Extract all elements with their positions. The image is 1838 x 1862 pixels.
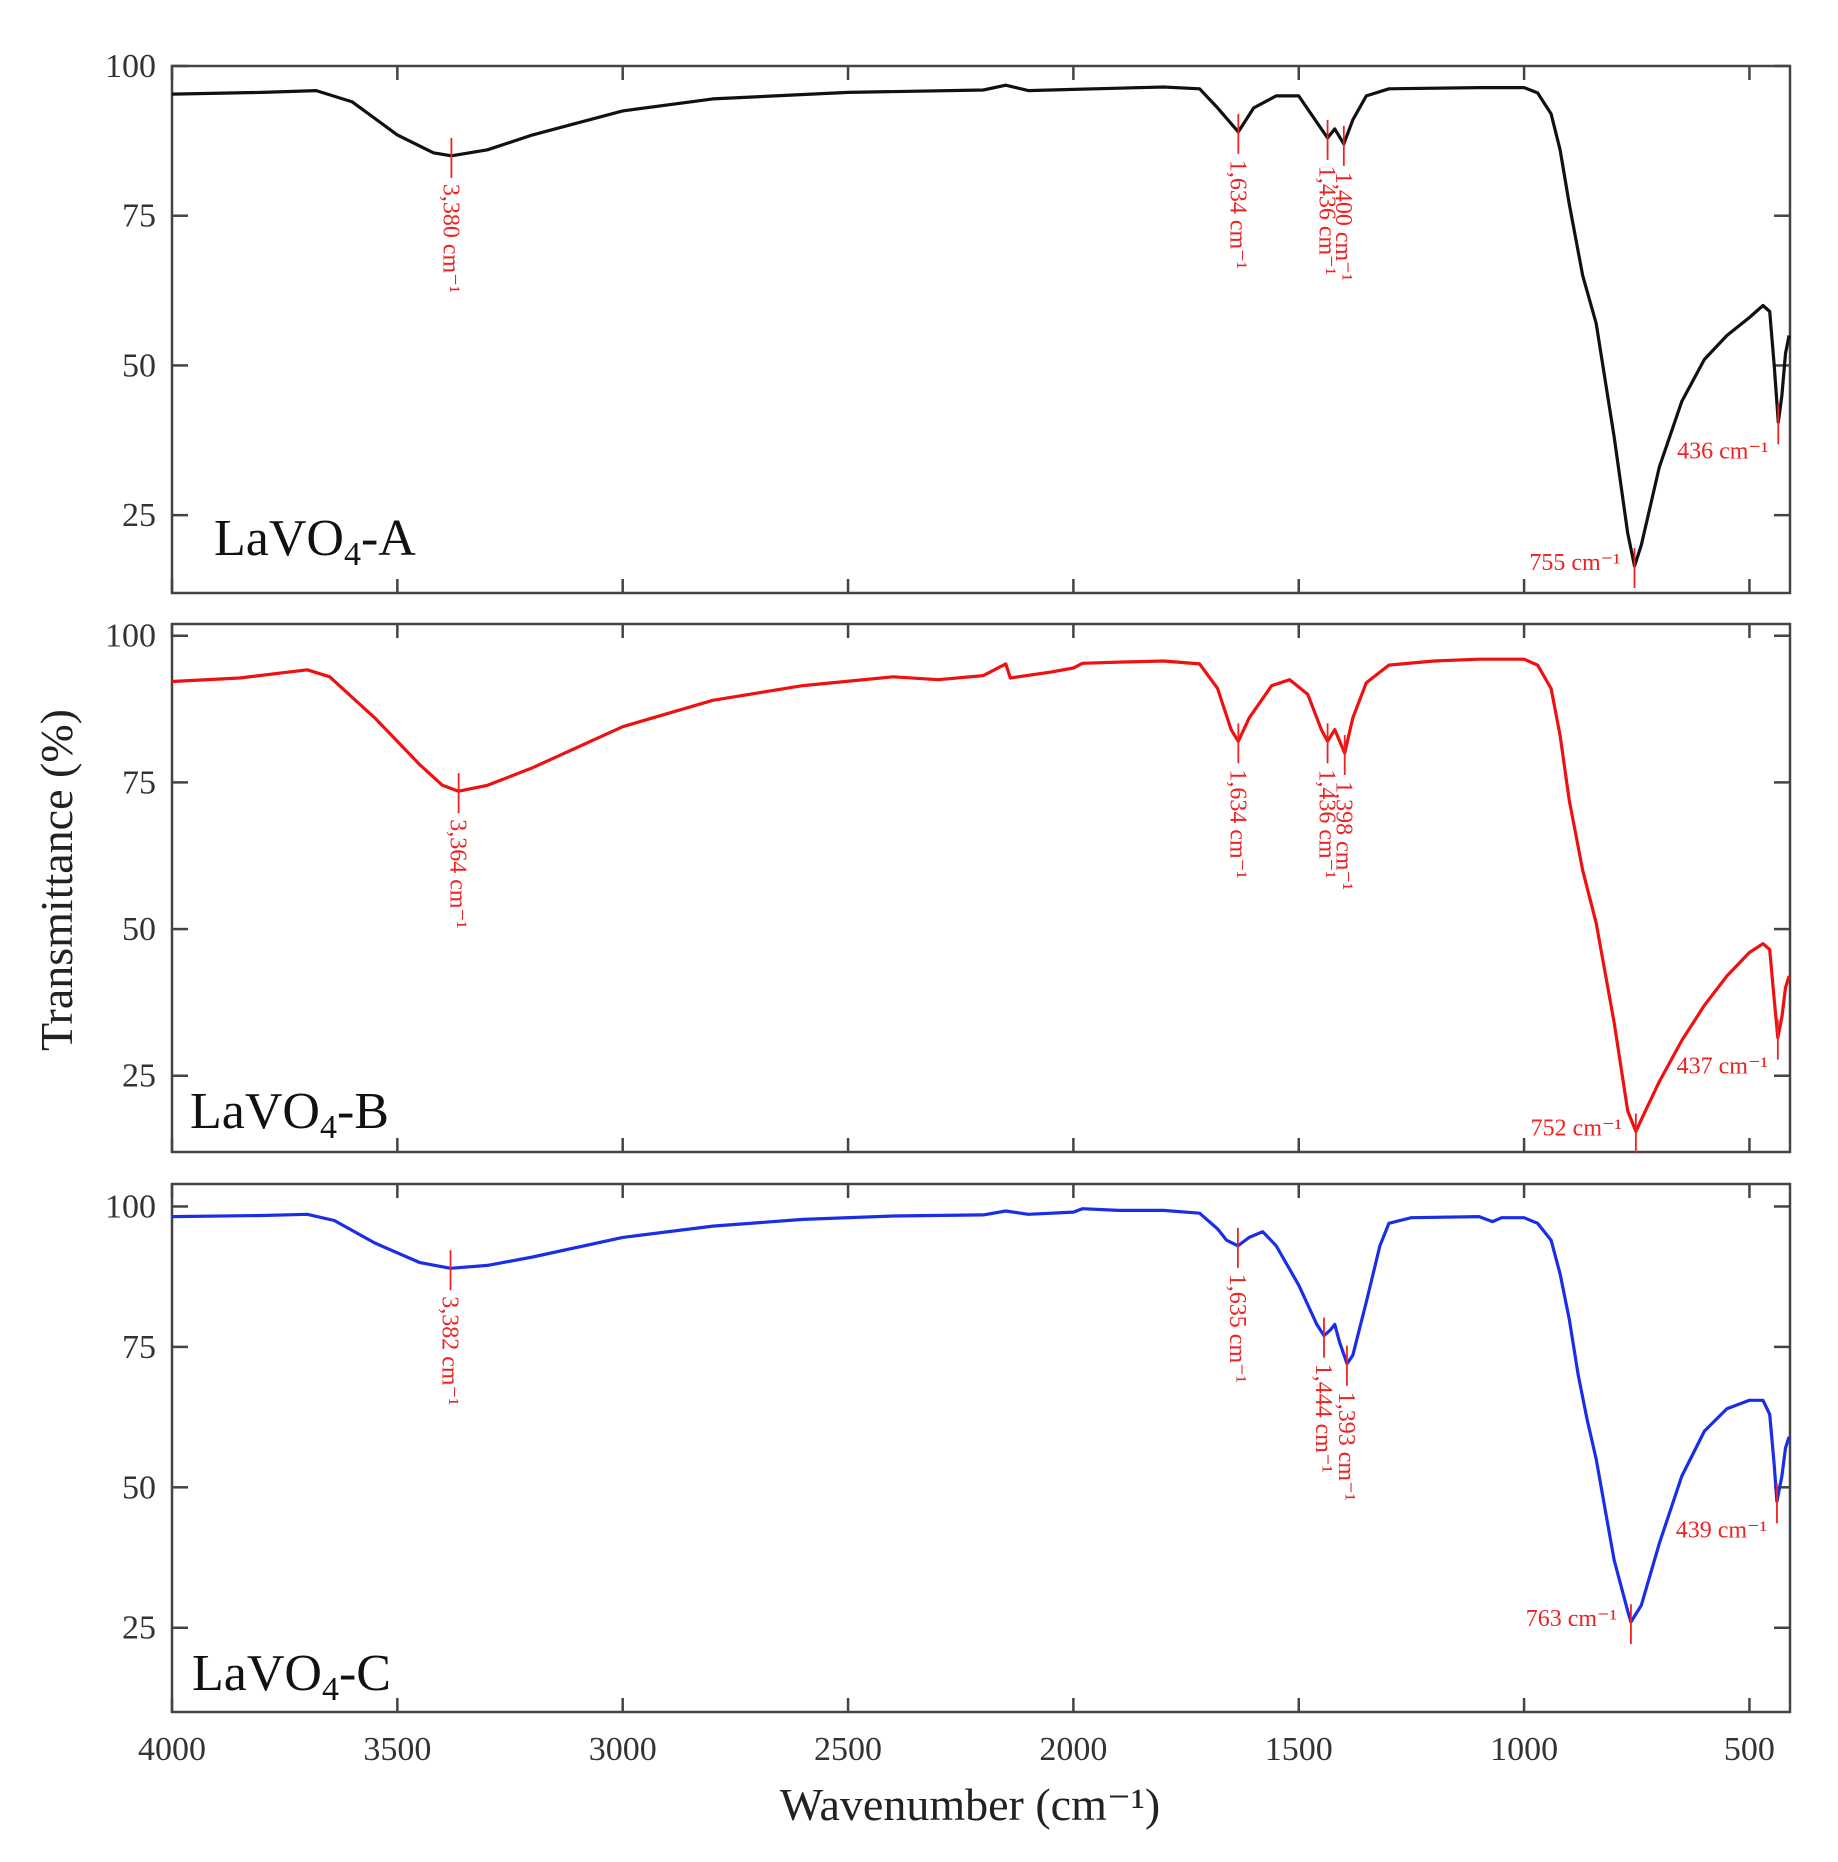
peak-label: 3,380 cm⁻¹	[437, 184, 463, 293]
sample-label-sub: 4	[320, 1109, 337, 1146]
peak-label: 1,400 cm⁻¹	[1330, 172, 1356, 281]
panel-1: 100 75 50 25 3,364 cm⁻¹ 1,634 cm⁻¹ 1,436 cm⁻¹1…	[105, 618, 1792, 1154]
x-tick-label: 1000	[1490, 1731, 1558, 1768]
peak-label: 1,393 cm⁻¹	[1333, 1392, 1359, 1501]
x-tick-label: 2000	[1039, 1731, 1107, 1768]
sample-label-sub: 4	[344, 536, 361, 573]
sample-label-main: LaVO	[192, 1645, 322, 1702]
peak-label: 1,635 cm⁻¹	[1224, 1274, 1250, 1383]
spectrum-line	[171, 83, 1791, 568]
sample-label-main: LaVO	[190, 1083, 320, 1140]
sample-label-suffix: -B	[337, 1083, 389, 1140]
peak-label: 755 cm⁻¹	[1529, 550, 1620, 576]
x-tick-label: 3500	[363, 1731, 431, 1768]
peak-label: 3,364 cm⁻¹	[445, 819, 471, 928]
y-tick-label: 25	[122, 497, 156, 534]
y-tick-label: 50	[122, 347, 156, 384]
sample-label-suffix: -A	[361, 510, 416, 567]
sample-label: LaVO4-C	[192, 1645, 391, 1708]
peak-label: 3,382 cm⁻¹	[437, 1296, 463, 1405]
peak-label: 1,634 cm⁻¹	[1224, 160, 1250, 269]
peak-label: 763 cm⁻¹	[1526, 1606, 1617, 1632]
y-tick-label: 100	[105, 1188, 156, 1225]
peak-label: 752 cm⁻¹	[1531, 1115, 1622, 1141]
y-tick-label: 25	[122, 1058, 156, 1095]
peak-label: 1,444 cm⁻¹	[1310, 1364, 1336, 1473]
peak-label: 1,436 cm⁻¹	[1314, 166, 1340, 275]
spectrum-line	[171, 1207, 1791, 1624]
y-tick-label: 75	[122, 198, 156, 235]
y-tick-label: 25	[122, 1610, 156, 1647]
y-tick-label: 75	[122, 764, 156, 801]
y-tick-label: 100	[105, 48, 156, 85]
panel-2: 100 75 50 25 3,382 cm⁻¹ 1,635 cm⁻¹ 1,444 cm⁻¹1…	[105, 1182, 1792, 1714]
y-axis-title: Transmittance (%)	[31, 709, 82, 1051]
panel-0: 100 75 50 25 3,380 cm⁻¹ 1,634 cm⁻¹ 1,436 cm⁻¹1…	[105, 48, 1792, 595]
y-tick-label: 75	[122, 1329, 156, 1366]
x-tick-label: 2500	[814, 1731, 882, 1768]
sample-label-main: LaVO	[214, 510, 344, 567]
sample-label-sub: 4	[322, 1671, 339, 1708]
sample-label: LaVO4-B	[190, 1083, 389, 1146]
x-tick-label: 500	[1724, 1731, 1775, 1768]
peak-label: 1,398 cm⁻¹	[1331, 781, 1357, 890]
y-tick-label: 100	[105, 618, 156, 655]
x-tick-label: 3000	[589, 1731, 657, 1768]
spectrum-line	[171, 657, 1791, 1134]
peak-label: 437 cm⁻¹	[1677, 1054, 1768, 1080]
y-tick-label: 50	[122, 911, 156, 948]
x-tick-labels: 4000 3500 3000 2500 2000 1500 1000 500	[138, 1731, 1775, 1768]
sample-label: LaVO4-A	[214, 510, 416, 573]
panel-frame	[170, 64, 1792, 595]
peak-label: 436 cm⁻¹	[1677, 438, 1768, 464]
x-tick-label: 4000	[138, 1731, 206, 1768]
peak-label: 439 cm⁻¹	[1676, 1517, 1767, 1543]
sample-label-suffix: -C	[339, 1645, 391, 1702]
panel-frame	[170, 1182, 1792, 1714]
panel-frame	[170, 622, 1792, 1154]
x-axis-title: Wavenumber (cm⁻¹)	[780, 1779, 1161, 1830]
y-tick-label: 50	[122, 1469, 156, 1506]
x-tick-label: 1500	[1265, 1731, 1333, 1768]
peak-label: 1,634 cm⁻¹	[1224, 769, 1250, 878]
peak-label: 1,436 cm⁻¹	[1314, 769, 1340, 878]
